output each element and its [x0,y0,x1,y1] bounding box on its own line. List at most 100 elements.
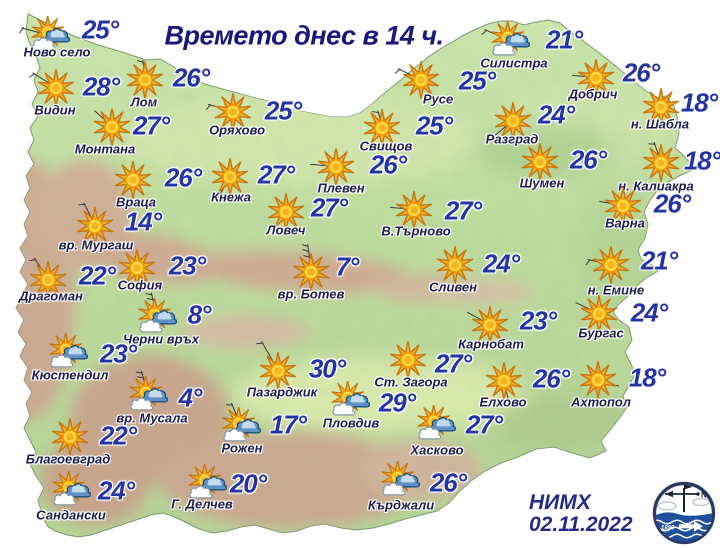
sun-cloud-icon [129,376,168,411]
city-label: София [117,277,163,293]
temperature: 18° [683,145,720,176]
temperature: 21° [640,245,678,276]
city-label: Елхово [479,394,527,410]
city-label: Драгоман [19,288,83,304]
city-label: Сливен [428,279,478,295]
temperature: 30° [308,353,346,384]
temperature: 29° [378,387,416,418]
city-label: Рожен [221,440,263,456]
temperature: 28° [82,71,120,102]
sun-icon [580,294,618,334]
temperature: 23° [168,250,206,281]
sun-cloud-icon [49,333,88,368]
temperature: 26° [172,62,210,93]
city-label: Силистра [480,55,548,71]
sun-icon [363,108,401,148]
sun-icon [494,101,532,141]
city-label: Разград [485,131,539,147]
sun-icon [126,60,164,100]
temperature: 14° [124,206,162,237]
temperature: 20° [229,468,267,499]
temperature: 24° [97,475,135,506]
credit-block: НИМХ 02.11.2022 [529,491,633,537]
city-label: Хасково [410,442,464,458]
temperature: 18° [628,362,666,393]
temperature: 8° [187,299,212,330]
temperature: 17° [269,409,307,440]
city-label: н. Калиакра [618,178,694,194]
temperature: 23° [99,338,137,369]
sun-icon [37,68,75,108]
temperature: 25° [458,65,496,96]
temperature: 27° [444,195,482,226]
sun-icon [592,245,630,285]
temperature: 24° [482,248,520,279]
temperature: 22° [99,420,137,451]
sun-icon [642,143,680,183]
sun-cloud-icon [138,298,177,333]
city-label: Свищов [359,138,413,154]
city-label: Кюстендил [31,367,109,383]
city-label: Плевен [317,180,365,196]
sun-icon [93,107,131,147]
sun-icon [211,157,249,197]
temperature: 26° [429,467,467,498]
sun-cloud-icon [331,381,370,416]
city-label: Кърджали [367,497,435,513]
city-label: Варна [605,215,645,231]
temperature: 26° [369,149,407,180]
temperature: 7° [335,251,360,282]
logo-compass-n-label: N [701,491,707,500]
sun-cloud-icon [491,21,530,56]
city-label: Добрич [568,86,618,102]
sun-icon [317,147,355,187]
city-label: Ахтопол [571,394,631,410]
sun-icon [521,142,559,182]
city-label: вр. Мургаш [58,237,134,253]
city-label: В.Търново [381,223,451,239]
temperature: 26° [164,162,202,193]
sun-cloud-icon [222,407,261,442]
nimh-logo-icon: 1890 N [652,481,716,545]
city-label: н. Емине [587,282,645,298]
temperature: 18° [680,87,718,118]
city-label: Г. Делчев [171,496,233,512]
temperature: 25° [264,95,302,126]
city-label: вр. Ботев [277,286,345,302]
sun-cloud-icon [381,461,420,496]
city-label: Шумен [519,175,565,191]
temperature: 4° [178,382,203,413]
temperature: 26° [653,188,691,219]
sun-icon [29,260,67,300]
temperature: 27° [132,110,170,141]
temperature: 25° [81,14,119,45]
city-label: вр. Мусала [116,410,188,426]
temperature: 27° [434,348,472,379]
city-label: Видин [34,102,76,118]
issue-date: 02.11.2022 [529,513,633,537]
logo-year-label: 1890 [661,526,675,532]
sun-icon [436,245,474,285]
sun-icon [402,60,440,100]
city-label: Русе [422,91,454,107]
sun-icon [259,351,297,391]
temperature: 21° [545,24,583,55]
city-label: н. Шабла [630,116,690,132]
temperature: 26° [532,363,570,394]
sun-icon [389,340,427,380]
city-label: Ст. Загора [374,374,448,390]
city-label: Кнежа [211,189,251,205]
temperature: 24° [630,297,668,328]
temperature: 27° [257,159,295,190]
sun-icon [292,252,330,292]
temperature: 27° [465,409,503,440]
city-label: Пловдив [322,415,380,431]
city-label: Оряхово [208,122,266,138]
temperature: 26° [622,57,660,88]
org-name: НИМХ [529,491,591,514]
temperature: 26° [569,144,607,175]
temperature: 23° [519,305,557,336]
city-label: Карнобат [458,336,524,352]
sun-icon [76,206,114,246]
